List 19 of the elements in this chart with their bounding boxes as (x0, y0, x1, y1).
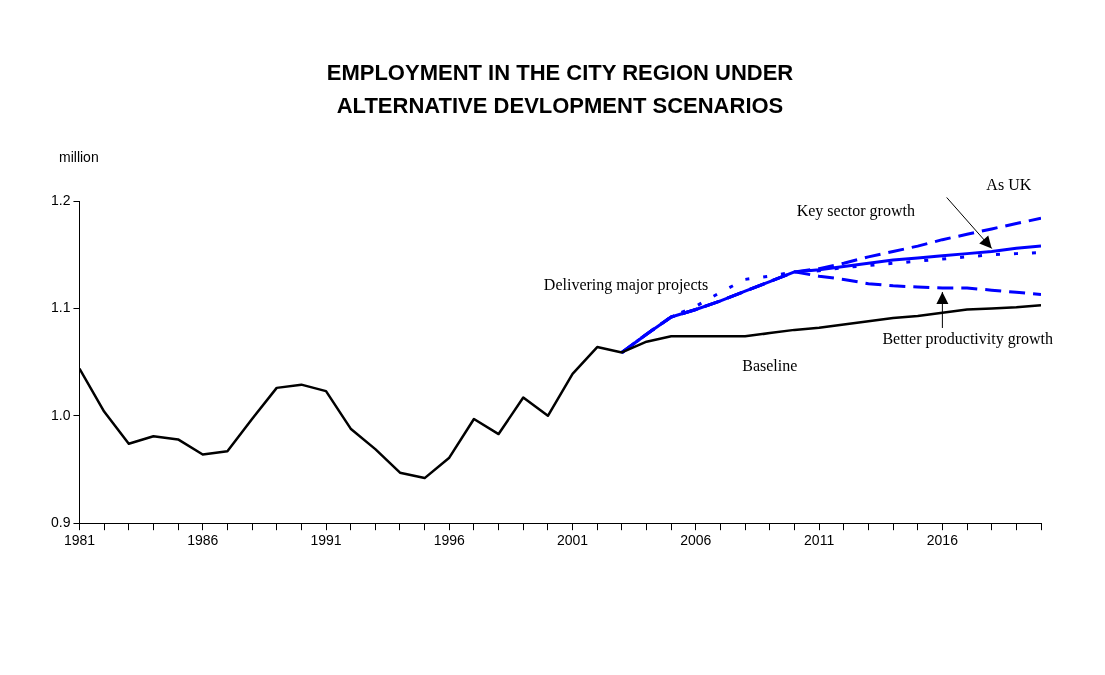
x-tick-label: 2006 (680, 532, 712, 549)
x-tick-label: 1986 (187, 532, 219, 549)
x-tick-label: 1981 (63, 532, 96, 549)
x-tick-label: 1991 (310, 532, 342, 549)
y-axis-title: million (59, 149, 99, 165)
series-label: As UK (986, 175, 1032, 193)
series-label: Baseline (742, 357, 798, 375)
x-tick-label: 2001 (556, 532, 589, 549)
y-tick-label: 0.9 (50, 514, 71, 531)
annotation: Key sector growth (796, 201, 915, 220)
y-tick-label: 1.2 (50, 191, 71, 208)
x-tick-label: 2011 (804, 532, 835, 549)
chart-title: EMPLOYMENT IN THE CITY REGION UNDER ALTERNATIVE DEVLOPMENT SCENARIOS (326, 60, 794, 118)
x-tick-label: 2016 (926, 532, 959, 549)
x-tick-label: 1996 (433, 532, 466, 549)
series-label: Delivering major projects (543, 276, 709, 295)
y-tick-label: 1.0 (50, 406, 71, 423)
y-tick-label: 1.1 (50, 299, 71, 316)
annotation: Better productivity growth (882, 330, 1054, 349)
